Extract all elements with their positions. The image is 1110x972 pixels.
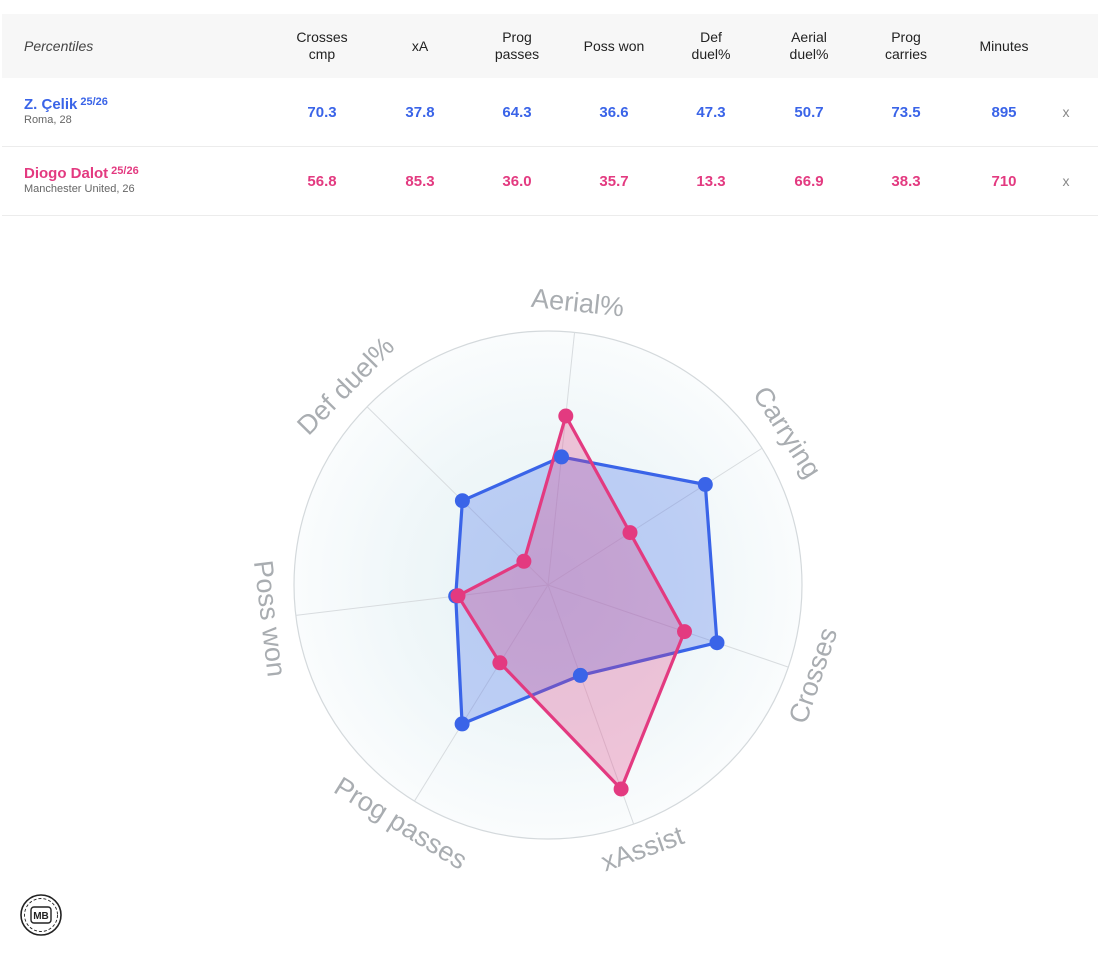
- radar-spoke: [547, 584, 789, 668]
- value-crosses: 70.3: [307, 103, 337, 121]
- player-season: 25/26: [111, 165, 139, 177]
- radar-spoke: [547, 447, 763, 586]
- player-name-text: Diogo Dalot: [24, 165, 109, 182]
- value-aerial-duel: 66.9: [794, 172, 824, 190]
- column-header-minutes: Minutes: [979, 37, 1029, 54]
- value-prog-passes: 64.3: [502, 103, 532, 121]
- radar-series-1-point: [454, 493, 470, 509]
- radar-series-2-point: [677, 624, 692, 640]
- radar-spoke: [414, 584, 549, 802]
- radar-series-2-area: [456, 414, 687, 791]
- value-poss-won: 35.7: [599, 172, 629, 190]
- radar-series-2-point: [558, 408, 574, 424]
- value-aerial-duel: 50.7: [794, 103, 824, 121]
- player-club-age: Roma, 28: [24, 114, 72, 126]
- column-header-prog-passes: Prog passes: [494, 29, 540, 62]
- radar-series-1-point: [572, 667, 588, 683]
- remove-player-button[interactable]: x: [1062, 104, 1070, 120]
- remove-player-button[interactable]: x: [1062, 173, 1070, 189]
- radar-series-1-point: [454, 716, 470, 732]
- radar-spoke: [295, 584, 549, 616]
- logo-icon: MB: [20, 894, 62, 936]
- player-info: Z. Çelik 25/26 Roma, 28: [24, 78, 284, 146]
- mb-logo: MB: [19, 893, 63, 937]
- column-header-prog-carries: Prog carries: [884, 29, 927, 62]
- logo-text: MB: [33, 911, 49, 922]
- radar-series: [448, 408, 725, 797]
- player-season: 25/26: [80, 96, 108, 108]
- value-xa: 85.3: [405, 172, 435, 190]
- value-minutes: 895: [991, 103, 1017, 121]
- radar-grid: [293, 330, 803, 840]
- player-name-text: Z. Çelik: [24, 96, 78, 113]
- radar-series-2-point: [622, 525, 638, 541]
- column-header-def-duel: Def duel%: [691, 29, 731, 62]
- column-header-crosses: Crosses cmp: [296, 29, 348, 62]
- value-def-duel: 13.3: [696, 172, 726, 190]
- player-info: Diogo Dalot 25/26 Manchester United, 26: [24, 147, 284, 215]
- radar-series-2-point: [613, 781, 629, 797]
- radar-series-2-point: [492, 655, 508, 671]
- player-name[interactable]: Diogo Dalot 25/26: [24, 165, 284, 183]
- column-header-poss-won: Poss won: [583, 37, 645, 54]
- radar-axis-label: Poss won: [248, 559, 292, 679]
- table-row-player-1: Z. Çelik 25/26 Roma, 28 70.3 37.8 64.3 36…: [2, 78, 1098, 147]
- radar-series-2-point: [450, 588, 466, 604]
- radar-series-1-point: [709, 635, 725, 651]
- value-prog-carries: 73.5: [891, 103, 921, 121]
- radar-series-1-area: [454, 455, 719, 726]
- column-header-xa: xA: [411, 37, 429, 54]
- value-xa: 37.8: [405, 103, 435, 121]
- table-title: Percentiles: [24, 37, 94, 54]
- value-prog-passes: 36.0: [502, 172, 532, 190]
- value-poss-won: 36.6: [599, 103, 629, 121]
- value-crosses: 56.8: [307, 172, 337, 190]
- table-header: Percentiles Crosses cmp xA Prog passes P…: [2, 14, 1098, 78]
- radar-axis-label: Aerial%: [530, 283, 626, 323]
- radar-series-2-point: [516, 553, 532, 569]
- table-row-player-2: Diogo Dalot 25/26 Manchester United, 26 5…: [2, 147, 1098, 216]
- player-club-age: Manchester United, 26: [24, 183, 135, 195]
- column-header-aerial-duel: Aerial duel%: [789, 29, 829, 62]
- value-prog-carries: 38.3: [891, 172, 921, 190]
- radar-series-1-point: [554, 449, 569, 465]
- player-name[interactable]: Z. Çelik 25/26: [24, 96, 284, 114]
- percentile-table: Percentiles Crosses cmp xA Prog passes P…: [2, 14, 1098, 216]
- value-minutes: 710: [991, 172, 1017, 190]
- value-def-duel: 47.3: [696, 103, 726, 121]
- radar-series-1-point: [697, 477, 713, 492]
